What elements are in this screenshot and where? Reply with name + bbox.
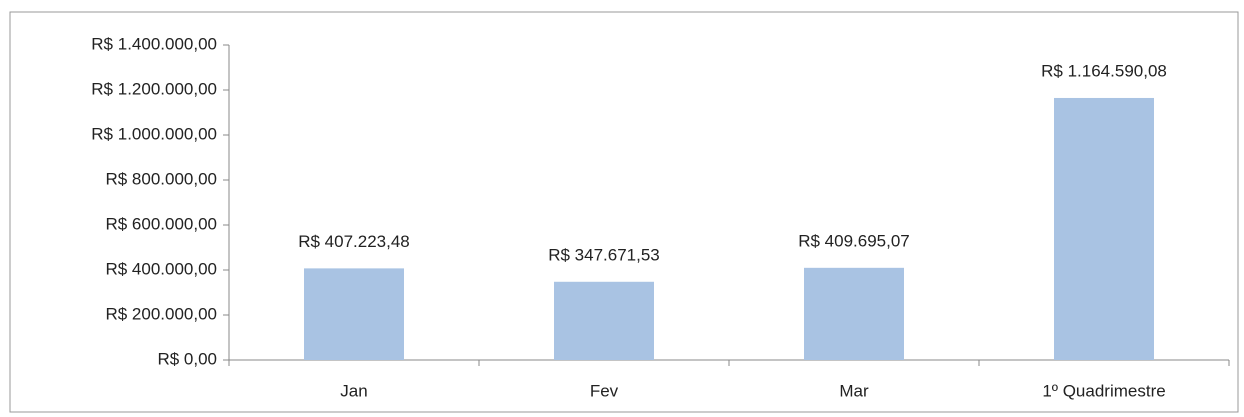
bar: [554, 281, 654, 360]
y-tick-label: R$ 200.000,00: [105, 304, 217, 323]
data-label: R$ 409.695,07: [798, 231, 910, 250]
y-tick-label: R$ 0,00: [157, 349, 217, 368]
y-tick-label: R$ 600.000,00: [105, 214, 217, 233]
x-tick-label: Jan: [340, 381, 367, 400]
data-label: R$ 1.164.590,08: [1041, 61, 1167, 80]
y-tick-label: R$ 400.000,00: [105, 259, 217, 278]
x-tick-label: Mar: [839, 381, 869, 400]
x-tick-label: Fev: [590, 381, 619, 400]
bar: [1054, 97, 1154, 361]
bar: [804, 267, 904, 360]
y-tick-label: R$ 1.000.000,00: [91, 124, 217, 143]
y-tick-label: R$ 1.400.000,00: [91, 34, 217, 53]
data-label: R$ 347.671,53: [548, 245, 660, 264]
y-tick-label: R$ 800.000,00: [105, 169, 217, 188]
x-tick-label: 1º Quadrimestre: [1042, 381, 1165, 400]
y-tick-label: R$ 1.200.000,00: [91, 79, 217, 98]
data-label: R$ 407.223,48: [298, 232, 410, 251]
bar: [304, 268, 404, 360]
